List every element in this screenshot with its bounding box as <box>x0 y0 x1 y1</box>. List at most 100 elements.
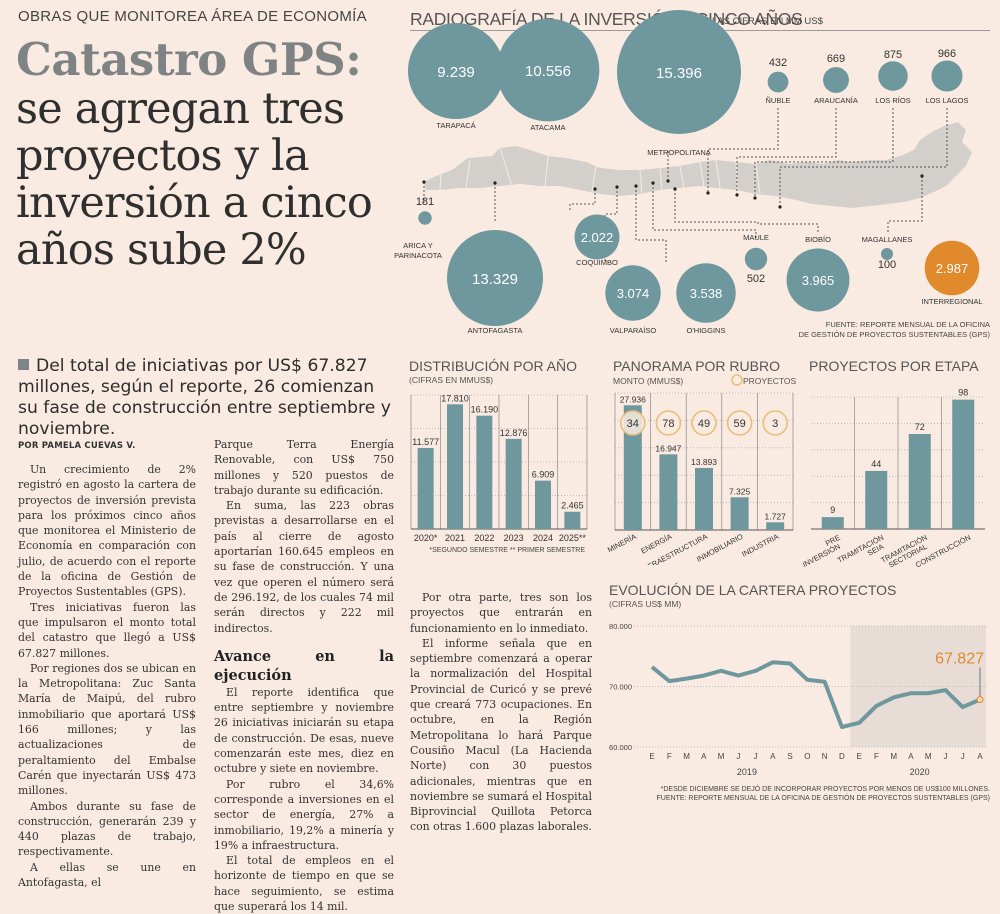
chart-title: DISTRIBUCIÓN POR AÑO <box>409 358 577 374</box>
region-dot <box>634 184 637 187</box>
x-tick-label: M <box>718 752 725 761</box>
sector-chart: PANORAMA POR RUBRO MONTO (MMUS$) PROYECT… <box>605 355 800 565</box>
bubble-value: 2.022 <box>581 230 614 245</box>
bar <box>564 512 580 529</box>
region-label: ATACAMA <box>530 123 565 132</box>
project-count-label: 34 <box>627 418 639 430</box>
leader-line <box>636 186 666 262</box>
paragraph: Ambos durante su fase de construcción, g… <box>18 799 196 860</box>
region-label: ÑUBLE <box>765 96 790 105</box>
bubble-value: 432 <box>769 57 787 69</box>
chart-subtitle: MONTO (MMUS$) <box>613 376 683 386</box>
x-tick-label: A <box>908 752 914 761</box>
chart-title: PROYECTOS POR ETAPA <box>809 358 979 374</box>
byline: POR PAMELA CUEVAS V. <box>18 441 136 451</box>
region-dot <box>422 180 425 183</box>
chart-title: EVOLUCIÓN DE LA CARTERA PROYECTOS <box>609 582 896 598</box>
body-column-1: Un crecimiento de 2% registró en agosto … <box>18 462 196 890</box>
region-label: PARINACOTA <box>394 251 442 260</box>
shaded-period <box>851 626 986 747</box>
x-tick-label: M <box>683 752 690 761</box>
bar-value-label: 44 <box>871 459 881 469</box>
region-label: INTERREGIONAL <box>921 297 982 306</box>
bar <box>476 416 492 529</box>
region-label: TARAPACÁ <box>436 121 475 130</box>
paragraph: El informe señala que en septiembre come… <box>410 636 592 835</box>
y-tick-label: 60.000 <box>609 743 632 752</box>
paragraph: Un crecimiento de 2% registró en agosto … <box>18 462 196 600</box>
x-tick-label: MINERÍA <box>606 532 638 555</box>
bubble <box>931 60 962 91</box>
paragraph: El reporte identifica que entre septiemb… <box>214 685 394 777</box>
leader-line <box>653 183 756 238</box>
bar <box>418 448 434 529</box>
x-tick-label: J <box>943 752 947 761</box>
bar <box>865 471 887 529</box>
project-count-label: 78 <box>662 418 674 430</box>
paragraph: Tres iniciativas fueron las que impulsar… <box>18 600 196 661</box>
square-bullet-icon <box>18 359 29 370</box>
region-dot <box>753 196 756 199</box>
x-tick-label: J <box>736 752 740 761</box>
region-label: MAGALLANES <box>862 235 913 244</box>
chile-map-shape <box>424 122 972 208</box>
highlight-point <box>977 697 983 703</box>
paragraph: Parque Terra Energía Renovable, con US$ … <box>214 437 394 498</box>
x-tick-label: F <box>667 752 672 761</box>
x-tick-label: 2022 <box>474 533 494 543</box>
bubble-value: 2.987 <box>936 261 969 276</box>
region-dot <box>615 185 618 188</box>
stage-chart: PROYECTOS POR ETAPA 9PREINVERSIÓN44TRAMI… <box>803 355 998 570</box>
bar <box>447 404 463 529</box>
body-column-3: Por otra parte, tres son los proyectos q… <box>410 590 592 835</box>
bubble-value: 15.396 <box>656 65 702 82</box>
x-tick-label: N <box>822 752 828 761</box>
x-tick-label: J <box>754 752 758 761</box>
bar-value-label: 72 <box>915 422 925 432</box>
y-tick-label: 80.000 <box>609 622 632 631</box>
x-tick-label: INVERSIÓN <box>803 542 842 569</box>
bubble-value: 10.556 <box>525 63 571 80</box>
region-label: ANTOFAGASTA <box>468 326 523 335</box>
paragraph: Por regiones dos se ubican en la Metropo… <box>18 661 196 799</box>
lead-text: Del total de iniciativas por US$ 67.827 … <box>18 356 391 439</box>
project-count-label: 59 <box>733 418 745 430</box>
bubble-value: 3.965 <box>802 273 835 288</box>
region-dot <box>778 205 781 208</box>
year-label: 2019 <box>737 767 757 777</box>
region-dot <box>735 193 738 196</box>
region-bubble-atacama: 10.556 ATACAMA <box>497 19 600 132</box>
bubble-value: 966 <box>938 48 956 60</box>
x-tick-label: 2024 <box>533 533 553 543</box>
bubble-value: 875 <box>884 49 902 61</box>
map-source-line-2: DE GESTIÓN DE PROYECTOS SUSTENTABLES (GP… <box>799 330 991 339</box>
region-bubble-los-lagos: 966 LOS LAGOS <box>926 48 969 105</box>
region-label: ARICA Y <box>403 241 432 250</box>
legend-circle-icon <box>732 375 742 385</box>
bar-value-label: 7.325 <box>729 486 751 496</box>
bar-value-label: 9 <box>830 505 835 515</box>
x-tick-label: J <box>961 752 965 761</box>
bar-value-label: 6.909 <box>532 470 555 480</box>
highlight-value: 67.827 <box>935 651 984 668</box>
region-label: METROPOLITANA <box>647 148 711 157</box>
x-tick-label: S <box>787 752 792 761</box>
x-tick-label: INDUSTRIA <box>740 532 780 559</box>
region-label: LOS LAGOS <box>926 96 969 105</box>
bubble-value: 9.239 <box>437 64 475 81</box>
bar <box>909 434 931 529</box>
legend-label: PROYECTOS <box>743 376 797 386</box>
region-bubble-antofagasta: 13.329 ANTOFAGASTA <box>447 230 543 335</box>
bubble-value: 3.538 <box>690 286 723 301</box>
bubble-value: 13.329 <box>472 271 518 288</box>
chart-note: *DESDE DICIEMBRE SE DEJÓ DE INCORPORAR P… <box>661 784 990 793</box>
bar <box>731 497 749 530</box>
x-tick-label: 2023 <box>504 533 524 543</box>
bar-value-label: 12.876 <box>500 428 528 438</box>
